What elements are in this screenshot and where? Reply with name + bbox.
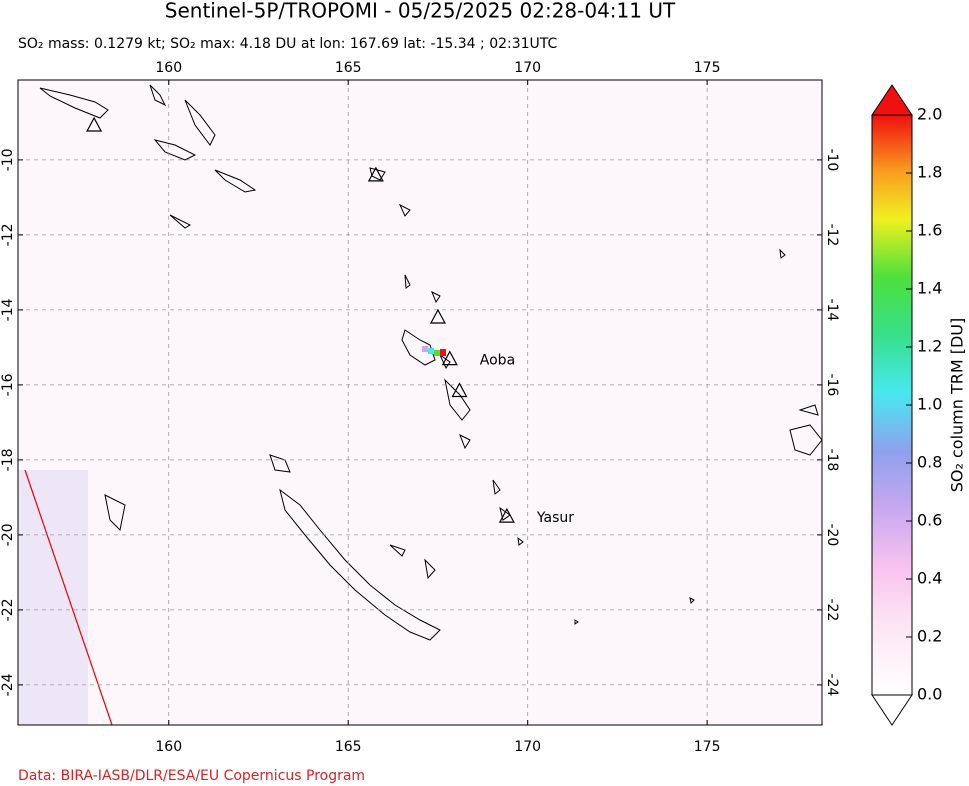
credit: Data: BIRA-IASB/DLR/ESA/EU Copernicus Pr…	[18, 768, 365, 784]
lon-tick-label: 170	[514, 739, 541, 755]
lat-tick-label: -22	[824, 598, 840, 621]
coastline	[104, 454, 441, 641]
colorbar-tick-label: 1.4	[917, 279, 942, 298]
volcano	[367, 166, 384, 182]
lat-tick-label: -18	[0, 448, 16, 471]
coastline	[39, 84, 257, 229]
colorbar-tick-label: 0.2	[917, 627, 942, 646]
lon-tick-label: 165	[335, 739, 362, 755]
colorbar-tick-label: 1.0	[917, 395, 942, 414]
volcano	[451, 382, 468, 398]
so2-pixel	[440, 349, 446, 356]
so2-pixel	[422, 346, 428, 352]
lat-tick-label: -20	[824, 523, 840, 546]
colorbar	[871, 114, 913, 696]
map-background	[18, 80, 822, 725]
lon-tick-label: 165	[335, 60, 362, 76]
volcano	[429, 308, 446, 324]
colorbar-tick-label: 0.4	[917, 569, 942, 588]
colorbar-extend-min	[871, 694, 913, 726]
colorbar-label: SO₂ column TRM [DU]	[948, 318, 967, 493]
volcano	[441, 350, 458, 366]
lon-tick-label: 160	[155, 60, 182, 76]
volcano-label: Aoba	[480, 353, 515, 369]
map-frame	[17, 79, 823, 726]
colorbar-tick-label: 1.2	[917, 337, 942, 356]
colorbar-tick-label: 0.0	[917, 685, 942, 704]
colorbar-extend-max	[871, 84, 913, 116]
lat-tick-label: -14	[824, 298, 840, 321]
volcano	[498, 507, 515, 523]
colorbar-tick-label: 2.0	[917, 105, 942, 124]
lat-tick-label: -12	[0, 223, 16, 246]
so2-pixel	[428, 348, 434, 354]
lat-tick-label: -22	[0, 598, 16, 621]
colorbar-tick-label: 0.6	[917, 511, 942, 530]
lat-tick-label: -12	[824, 223, 840, 246]
lat-tick-label: -20	[0, 523, 16, 546]
lat-tick-label: -18	[824, 448, 840, 471]
coastline	[574, 248, 822, 625]
lon-tick-label: 160	[155, 739, 182, 755]
title: Sentinel-5P/TROPOMI - 05/25/2025 02:28-0…	[165, 0, 676, 23]
lat-tick-label: -16	[0, 373, 16, 396]
swath-edge	[18, 470, 88, 725]
lon-tick-label: 175	[694, 60, 721, 76]
volcano-label: Yasur	[536, 510, 574, 526]
subtitle: SO₂ mass: 0.1279 kt; SO₂ max: 4.18 DU at…	[18, 36, 558, 52]
colorbar-tick-label: 1.6	[917, 221, 942, 240]
lat-tick-label: -24	[0, 673, 16, 696]
coastline	[369, 167, 524, 546]
colorbar-tick-label: 1.8	[917, 163, 942, 182]
lon-tick-label: 175	[694, 739, 721, 755]
volcano	[86, 116, 103, 132]
so2-pixel	[434, 350, 440, 356]
map	[18, 80, 822, 725]
lat-tick-label: -24	[824, 673, 840, 696]
lon-tick-label: 170	[514, 60, 541, 76]
lat-tick-label: -14	[0, 298, 16, 321]
lat-tick-label: -10	[0, 148, 16, 171]
swath-boundary	[24, 469, 113, 725]
lat-tick-label: -16	[824, 373, 840, 396]
lat-tick-label: -10	[824, 148, 840, 171]
colorbar-tick-label: 0.8	[917, 453, 942, 472]
